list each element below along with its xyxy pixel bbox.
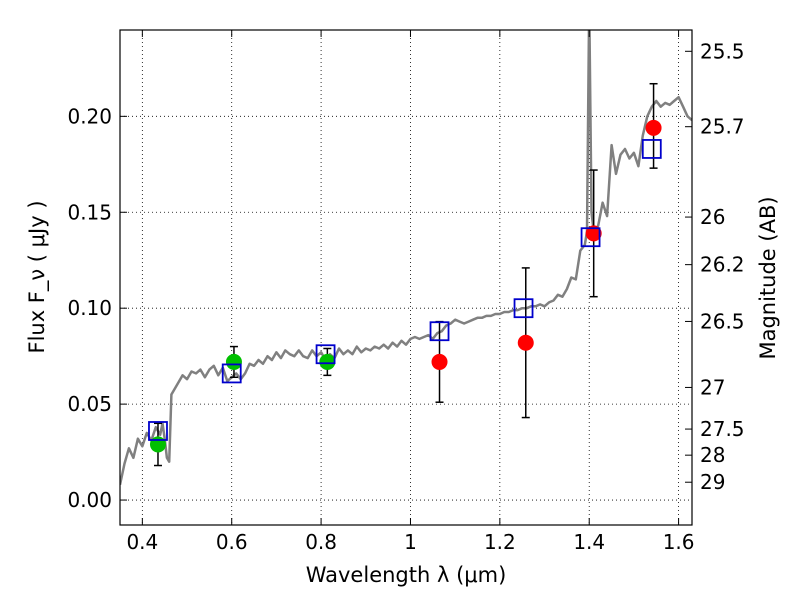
red-data-point <box>517 334 534 351</box>
model-photometry-box <box>513 298 534 319</box>
red-data-point <box>431 353 448 370</box>
x-tick-label: 1 <box>404 530 417 554</box>
x-tick-label: 1.4 <box>573 530 605 554</box>
y-tick-label: 0.00 <box>67 488 112 512</box>
y-tick-label: 0.10 <box>67 296 112 320</box>
mag-tick-label: 25.7 <box>700 115 745 139</box>
model-photometry-box <box>315 344 336 365</box>
mag-tick-label: 27 <box>700 375 725 399</box>
axes: 0.4 0.6 0.8 1 1.2 1.4 1.6 0.00 0.05 0.10 0.15 0.20 2… <box>67 29 745 554</box>
mag-tick-label: 26.2 <box>700 253 745 277</box>
mag-tick-label: 26.5 <box>700 309 745 333</box>
model-photometry-box <box>429 321 450 342</box>
green-data-point <box>149 436 166 453</box>
red-data-point <box>585 225 602 242</box>
green-data-point <box>225 353 242 370</box>
plot-area <box>120 30 692 485</box>
mag-tick-label: 28 <box>700 443 725 467</box>
right-axis-label: Magnitude (AB) <box>756 196 780 359</box>
x-axis-label: Wavelength λ (μm) <box>306 563 507 587</box>
x-tick-label: 0.8 <box>305 530 337 554</box>
y-tick-label: 0.05 <box>67 392 112 416</box>
mag-tick-label: 26 <box>700 205 725 229</box>
grid <box>120 30 692 525</box>
y-tick-label: 0.15 <box>67 200 112 224</box>
model-photometry-box <box>221 363 242 384</box>
plot-frame <box>120 30 692 525</box>
x-tick-label: 1.6 <box>663 530 695 554</box>
red-data-point <box>645 119 662 136</box>
model-photometry-box <box>580 227 601 248</box>
green-data-point <box>319 353 336 370</box>
y-axis-label: Flux F_ν ( μJy ) <box>25 200 50 353</box>
mag-tick-label: 27.5 <box>700 417 745 441</box>
x-tick-label: 0.6 <box>216 530 248 554</box>
mag-tick-label: 29 <box>700 470 725 494</box>
x-tick-label: 0.4 <box>126 530 158 554</box>
plot-border <box>119 29 693 526</box>
model-photometry-box <box>641 139 662 159</box>
mag-tick-label: 25.5 <box>700 39 745 63</box>
y-tick-label: 0.20 <box>67 104 112 128</box>
model-photometry-box <box>148 421 168 441</box>
x-tick-label: 1.2 <box>484 530 516 554</box>
